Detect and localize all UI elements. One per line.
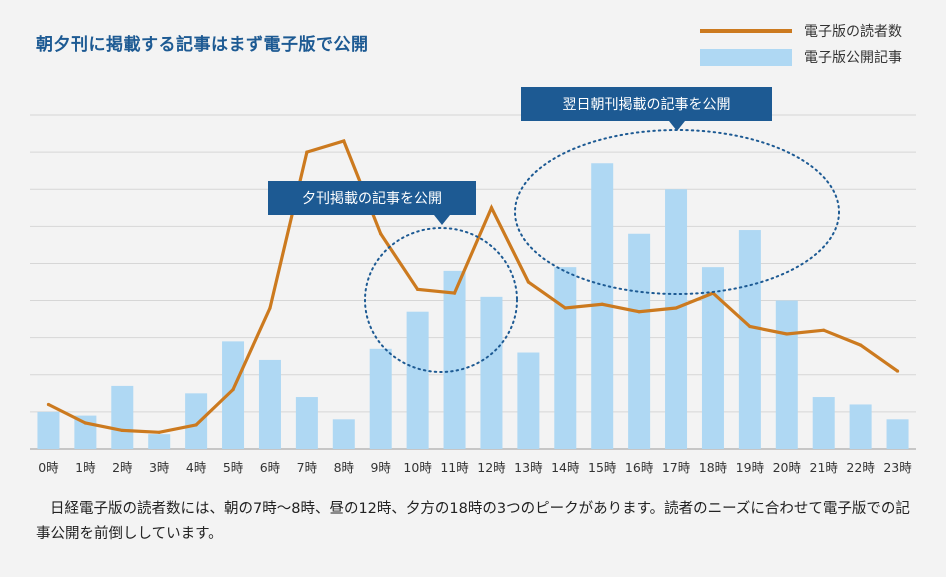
line-series: [46, 139, 900, 434]
x-tick-label: 8時: [334, 460, 355, 475]
line-point-9: [379, 232, 383, 236]
bar-6: [258, 359, 281, 449]
legend-item-articles: 電子版公開記事: [700, 46, 902, 68]
x-tick-label: 17時: [662, 460, 691, 475]
x-tick-label: 3時: [149, 460, 170, 475]
bar-9: [369, 348, 392, 449]
chart-legend: 電子版の読者数 電子版公開記事: [700, 20, 902, 72]
legend-bar-swatch: [700, 48, 792, 66]
bar-11: [443, 270, 466, 449]
line-point-14: [563, 306, 567, 310]
x-tick-label: 11時: [440, 460, 469, 475]
line-point-22: [859, 343, 863, 347]
bar-17: [665, 189, 688, 449]
bar-7: [295, 397, 318, 449]
x-tick-label: 1時: [75, 460, 96, 475]
bar-8: [332, 419, 355, 449]
highlight-circle-evening: [364, 227, 518, 373]
bar-4: [185, 393, 208, 449]
chart-caption: 日経電子版の読者数には、朝の7時～8時、昼の12時、夕方の18時の3つのピークが…: [36, 501, 910, 542]
legend-line-swatch: [700, 29, 792, 33]
annotations: 夕刊掲載の記事を公開 翌日朝刊掲載の記事を公開: [268, 87, 772, 225]
x-axis-tick-labels: 0時 1時 2時 3時 4時 5時 6時 7時 8時 9時 10時 11時 12時 13時 14時 15時 16…: [38, 460, 912, 475]
bar-23: [886, 419, 909, 449]
bar-10: [406, 311, 429, 449]
annotation-morning-box: [521, 87, 772, 121]
line-point-10: [416, 287, 420, 292]
bar-5: [222, 341, 245, 449]
gridlines: [30, 114, 916, 450]
line-point-3: [157, 430, 161, 434]
annotation-morning: 翌日朝刊掲載の記事を公開: [521, 87, 772, 131]
annotation-evening: 夕刊掲載の記事を公開: [268, 181, 476, 225]
x-tick-label: 9時: [370, 460, 391, 475]
bar-20: [775, 300, 798, 449]
bar-2: [111, 385, 134, 449]
line-point-21: [822, 328, 826, 332]
annotation-morning-pointer: [669, 121, 685, 131]
x-tick-label: 22時: [846, 460, 875, 475]
x-tick-label: 0時: [38, 460, 59, 475]
line-point-17: [674, 306, 678, 310]
legend-label-readers: 電子版の読者数: [804, 24, 902, 40]
line-point-6: [268, 306, 272, 310]
x-tick-label: 18時: [699, 460, 728, 475]
bar-18: [701, 267, 724, 449]
readers-line: [47, 139, 899, 434]
legend-item-readers: 電子版の読者数: [700, 20, 902, 42]
x-tick-label: 5時: [223, 460, 244, 475]
line-point-4: [194, 423, 198, 427]
bar-12: [480, 296, 503, 449]
x-tick-label: 6時: [260, 460, 281, 475]
line-point-19: [748, 324, 752, 329]
x-tick-label: 7時: [297, 460, 318, 475]
legend-label-articles: 電子版公開記事: [804, 50, 902, 66]
line-point-2: [120, 428, 124, 433]
bar-14: [554, 267, 577, 449]
annotation-evening-text: 夕刊掲載の記事を公開: [302, 190, 442, 207]
x-tick-label: 15時: [588, 460, 617, 475]
x-tick-label: 19時: [736, 460, 765, 475]
x-tick-label: 14時: [551, 460, 580, 475]
bar-3: [148, 434, 171, 449]
line-point-11: [452, 291, 457, 295]
x-tick-label: 16時: [625, 460, 654, 475]
line-point-15: [600, 302, 604, 306]
line-point-1: [83, 421, 87, 425]
x-tick-label: 10時: [403, 460, 432, 475]
chart-title: 朝夕刊に掲載する記事はまず電子版で公開: [36, 35, 369, 55]
bar-22: [849, 404, 872, 449]
line-point-20: [785, 332, 789, 336]
bar-21: [812, 397, 835, 449]
line-point-16: [637, 310, 641, 314]
line-point-0: [46, 402, 51, 407]
line-point-7: [305, 150, 309, 154]
bar-19: [738, 230, 761, 449]
line-point-12: [489, 206, 494, 210]
bar-13: [517, 352, 540, 449]
annotation-evening-box: [268, 181, 476, 215]
bar-15: [591, 163, 614, 449]
bar-0: [37, 411, 60, 449]
line-point-8: [342, 139, 346, 143]
annotation-evening-pointer: [434, 215, 450, 225]
line-point-5: [231, 388, 235, 392]
bar-16: [628, 233, 651, 449]
x-tick-label: 23時: [883, 460, 912, 475]
x-tick-label: 4時: [186, 460, 207, 475]
x-tick-label: 13時: [514, 460, 543, 475]
line-point-23: [895, 369, 900, 373]
line-point-13: [526, 280, 530, 284]
x-tick-label: 20時: [773, 460, 802, 475]
x-tick-label: 21時: [810, 460, 839, 475]
x-tick-label: 2時: [112, 460, 133, 475]
annotation-morning-text: 翌日朝刊掲載の記事を公開: [563, 96, 731, 113]
x-tick-label: 12時: [477, 460, 506, 475]
bar-series: [37, 163, 909, 449]
